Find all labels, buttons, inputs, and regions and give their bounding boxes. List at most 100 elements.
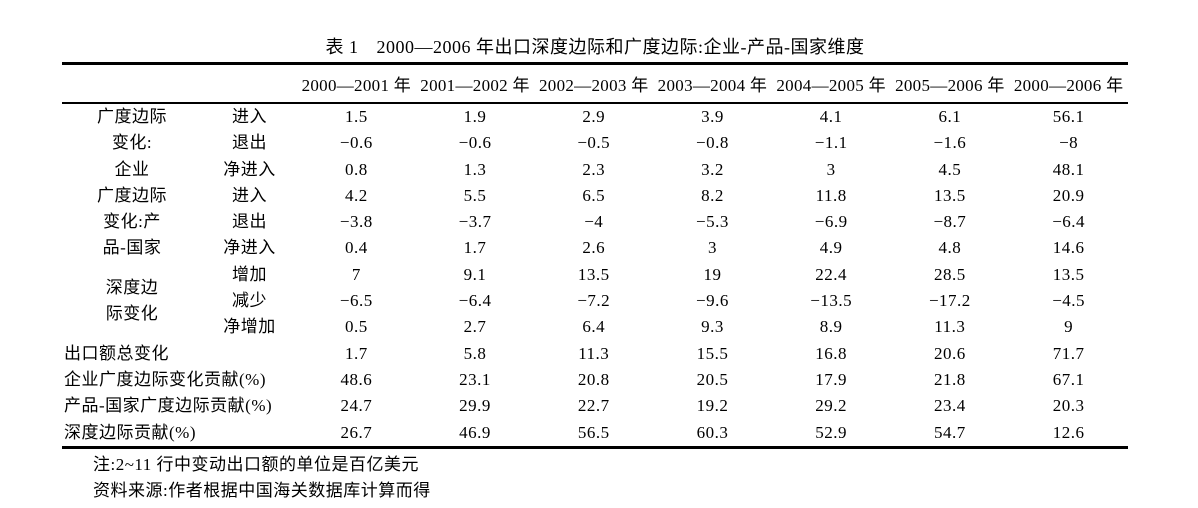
value-cell: −6.9 [814, 212, 848, 232]
value-cell: 24.7 [340, 396, 373, 416]
value-cell: 28.5 [933, 264, 966, 284]
value-cell: 0.8 [344, 159, 368, 179]
value-cell: 3.9 [701, 107, 724, 126]
table-row: 净进入 0.8 1.3 2.3 3.2 3 4.5 48.1 [62, 157, 1128, 183]
value-cell: 52.9 [815, 422, 848, 442]
value-cell: 21.8 [933, 369, 966, 389]
row-group-label-line: 广度边际 [97, 107, 167, 126]
table-row: 深度边际贡献(%) 26.7 46.9 56.5 60.3 52.9 54.7 12.6 [62, 420, 1128, 448]
value-cell: 46.9 [459, 422, 491, 442]
value-cell: 8.2 [701, 185, 724, 205]
value-cell: 13.5 [577, 264, 610, 284]
column-header: 2005—2006 年 [890, 63, 1010, 104]
value-cell: 48.1 [1052, 159, 1085, 179]
value-cell: 1.5 [344, 107, 368, 126]
value-cell: 22.7 [577, 396, 610, 416]
value-cell: 4.1 [819, 107, 843, 126]
value-cell: −17.2 [928, 291, 971, 311]
row-label: 净进入 [223, 238, 276, 258]
row-label: 深度边际贡献(%) [64, 422, 196, 442]
value-cell: 16.8 [815, 343, 848, 363]
column-header: 2003—2004 年 [653, 63, 772, 104]
row-group-label: 广度边际变化: 企业 [62, 103, 202, 183]
row-label: 净增加 [223, 317, 276, 337]
column-header: 2004—2005 年 [771, 63, 891, 104]
value-cell: 9.3 [701, 317, 724, 337]
table-caption: 表 1 2000—2006 年出口深度边际和广度边际:企业-产品-国家维度 [62, 33, 1128, 59]
value-cell: −13.5 [810, 291, 853, 311]
corner-cell [62, 63, 297, 104]
value-cell: 9 [1064, 317, 1074, 337]
value-cell: −5.3 [696, 212, 729, 232]
value-cell: 11.3 [578, 343, 610, 363]
value-cell: 4.2 [344, 185, 368, 205]
value-cell: 67.1 [1052, 369, 1085, 389]
row-label: 进入 [232, 185, 267, 205]
table-row: 产品-国家广度边际贡献(%) 24.7 29.9 22.7 19.2 29.2 23.4 20… [62, 393, 1128, 419]
table-caption-label: 表 1 [325, 37, 359, 57]
table-row: 出口额总变化 1.7 5.8 11.3 15.5 16.8 20.6 71.7 [62, 341, 1128, 367]
value-cell: 4.8 [938, 238, 962, 258]
table-notes: 注:2~11 行中变动出口额的单位是百亿美元 资料来源:作者根据中国海关数据库计… [93, 452, 431, 503]
table-caption-title: 2000—2006 年出口深度边际和广度边际:企业-产品-国家维度 [376, 37, 865, 57]
table-note-source: 资料来源:作者根据中国海关数据库计算而得 [93, 480, 431, 500]
row-label: 增加 [232, 264, 267, 284]
table-note-unit: 注:2~11 行中变动出口额的单位是百亿美元 [93, 455, 420, 474]
value-cell: −3.7 [458, 212, 492, 232]
value-cell: 2.9 [582, 107, 606, 126]
row-group-label-line: 变化:产 [103, 212, 161, 232]
row-label: 进入 [232, 107, 267, 126]
row-label: 净进入 [223, 159, 276, 179]
value-cell: 5.5 [463, 185, 487, 205]
value-cell: 12.6 [1052, 422, 1085, 442]
value-cell: 20.3 [1052, 396, 1085, 416]
row-group-label-line: 变化: [111, 133, 153, 153]
column-header: 2002—2003 年 [534, 63, 654, 104]
value-cell: 71.7 [1052, 343, 1085, 363]
header-row: 2000—2001 年 2001—2002 年 2002—2003 年 2003—20… [62, 63, 1128, 104]
value-cell: 20.8 [577, 369, 610, 389]
value-cell: 22.4 [815, 264, 848, 284]
table-row: 退出 −0.6 −0.6 −0.5 −0.8 −1.1 −1.6 −8 [62, 130, 1128, 156]
value-cell: −9.6 [696, 291, 729, 311]
value-cell: 56.5 [577, 422, 610, 442]
value-cell: −0.6 [458, 133, 492, 153]
value-cell: 6.4 [582, 317, 606, 337]
value-cell: −1.6 [933, 133, 967, 153]
value-cell: 2.6 [582, 238, 606, 258]
value-cell: −6.4 [458, 291, 492, 311]
row-group-label-line: 品-国家 [102, 238, 162, 258]
value-cell: 60.3 [696, 422, 729, 442]
value-cell: 3.2 [701, 159, 724, 179]
value-cell: 0.5 [344, 317, 368, 337]
value-cell: 7 [351, 264, 361, 284]
table-row: 广度边际 变化: 企业 进入 1.5 1.9 2.9 3.9 4.1 6.1 56.1 [62, 103, 1128, 179]
value-cell: 3 [826, 159, 836, 179]
column-header: 2000—2001 年 [297, 63, 416, 104]
table-row: 广度边际 变化:产 品-国家 进入 4.2 5.5 6.5 8.2 11.8 13.5 20.9 [62, 183, 1128, 258]
value-cell: −7.2 [577, 291, 611, 311]
value-cell: 6.1 [938, 107, 962, 126]
value-cell: 19.2 [696, 396, 729, 416]
value-cell: 14.6 [1052, 238, 1085, 258]
value-cell: 23.4 [933, 396, 966, 416]
value-cell: 5.8 [463, 343, 487, 363]
value-cell: 1.9 [463, 107, 487, 126]
row-group-label-line: 企业 [114, 159, 150, 179]
value-cell: −3.8 [339, 212, 373, 232]
row-label: 退出 [232, 133, 267, 153]
value-cell: 19 [703, 264, 722, 284]
row-group-label-line: 深度边 [105, 277, 159, 297]
table-row: 净增加 0.5 2.7 6.4 9.3 8.9 11.3 9 [62, 314, 1128, 340]
value-cell: −6.5 [339, 291, 373, 311]
value-cell: 4.5 [938, 159, 962, 179]
value-cell: 9.1 [463, 264, 487, 284]
value-cell: 11.3 [934, 317, 966, 337]
value-cell: 4.9 [819, 238, 843, 258]
value-cell: 29.2 [815, 396, 848, 416]
value-cell: 8.9 [819, 317, 843, 337]
value-cell: 1.7 [463, 238, 487, 258]
value-cell: 11.8 [815, 185, 847, 205]
value-cell: 2.3 [582, 159, 606, 179]
value-cell: 48.6 [340, 369, 373, 389]
